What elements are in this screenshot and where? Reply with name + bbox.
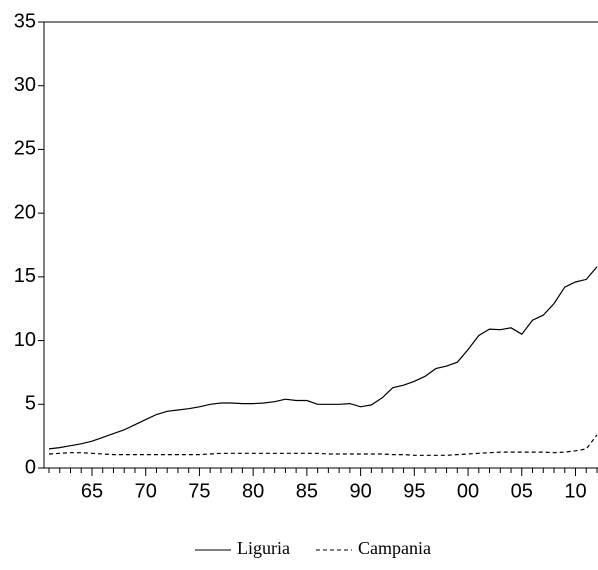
y-tick-label: 30	[14, 74, 36, 96]
y-tick-label: 20	[14, 201, 36, 223]
y-tick-label: 35	[14, 10, 36, 32]
legend-label: Liguria	[237, 538, 290, 558]
y-tick-label: 15	[14, 265, 36, 287]
x-tick-label: 85	[296, 480, 318, 502]
x-tick-label: 90	[349, 480, 371, 502]
x-tick-label: 80	[242, 480, 264, 502]
series-line	[48, 434, 598, 456]
x-tick-label: 70	[135, 480, 157, 502]
y-tick-label: 10	[14, 329, 36, 351]
legend-label: Campania	[358, 538, 431, 558]
x-tick-label: 95	[403, 480, 425, 502]
x-tick-label: 10	[564, 480, 586, 502]
x-tick-label: 75	[188, 480, 210, 502]
y-tick-label: 5	[25, 393, 36, 415]
y-tick-label: 0	[25, 456, 36, 478]
series-line	[48, 266, 598, 450]
x-tick-label: 00	[457, 480, 479, 502]
x-tick-label: 65	[81, 480, 103, 502]
x-tick-label: 05	[511, 480, 533, 502]
y-tick-label: 25	[14, 138, 36, 160]
